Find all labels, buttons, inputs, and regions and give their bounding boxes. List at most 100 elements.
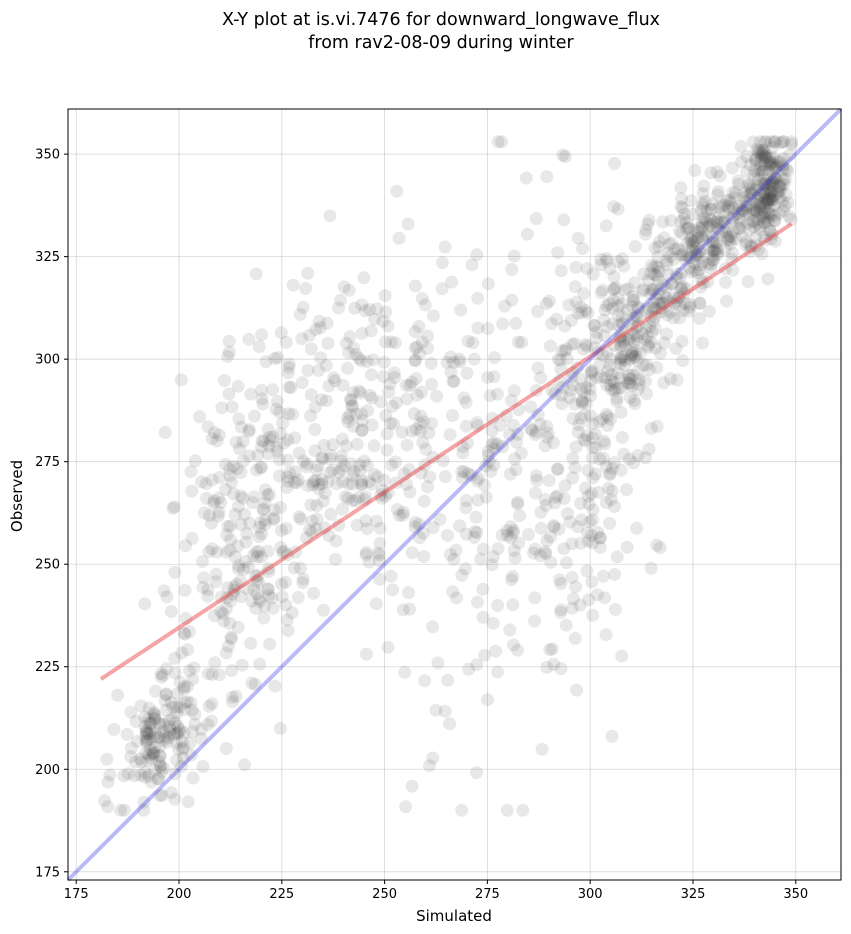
data-point (312, 363, 325, 377)
data-point (741, 275, 755, 289)
data-point (674, 282, 688, 296)
data-point (626, 311, 640, 325)
data-point (496, 317, 510, 331)
data-point (438, 470, 452, 484)
data-point (551, 353, 565, 366)
data-point (316, 494, 330, 508)
data-point (223, 616, 237, 630)
data-point (270, 440, 284, 454)
data-point (360, 355, 374, 369)
data-point (755, 247, 769, 261)
data-point (765, 227, 779, 241)
data-point (720, 294, 734, 308)
data-point (375, 483, 389, 497)
data-point (600, 254, 614, 268)
data-point (481, 277, 495, 291)
data-point (506, 598, 520, 612)
data-point (618, 339, 632, 353)
data-point (768, 171, 782, 185)
y-axis-label: Observed (8, 460, 26, 532)
data-point (360, 458, 374, 472)
data-point (144, 717, 158, 731)
data-point (205, 473, 219, 487)
data-point (584, 365, 598, 379)
data-point (759, 196, 772, 210)
data-point (763, 192, 776, 206)
data-point (761, 194, 775, 208)
data-point (704, 202, 718, 216)
data-point (229, 577, 243, 591)
data-point (577, 408, 591, 422)
data-point (620, 540, 634, 554)
data-point (622, 377, 636, 391)
data-point (582, 593, 596, 607)
data-point (550, 312, 564, 326)
data-point (472, 471, 486, 485)
data-point (529, 469, 543, 483)
data-point (575, 396, 589, 410)
data-point (566, 366, 580, 380)
data-point (314, 351, 328, 365)
data-point (564, 370, 578, 384)
data-point (408, 515, 422, 529)
data-point (773, 179, 787, 193)
data-point (271, 351, 285, 365)
data-point (653, 541, 667, 555)
data-point (593, 357, 607, 371)
data-point (258, 496, 272, 510)
data-point (416, 436, 430, 449)
data-point (280, 613, 294, 627)
data-point (413, 417, 427, 431)
data-point (604, 412, 618, 426)
data-point (779, 188, 793, 202)
data-point (316, 452, 330, 466)
data-point (753, 197, 767, 211)
data-point (485, 424, 499, 438)
chart-title-line-1: X-Y plot at is.vi.7476 for downward_long… (222, 10, 660, 30)
data-point (540, 170, 554, 184)
data-point (574, 411, 588, 425)
data-point (304, 498, 318, 512)
data-point (625, 323, 639, 337)
data-point (627, 335, 641, 349)
data-point (782, 209, 796, 223)
data-point (173, 675, 187, 689)
data-point (286, 278, 300, 292)
data-point (159, 687, 173, 701)
data-point (749, 183, 763, 197)
data-point (269, 402, 283, 416)
data-point (524, 422, 538, 436)
data-point (604, 382, 618, 396)
data-point (702, 241, 715, 255)
data-point (726, 212, 740, 226)
data-point (408, 354, 422, 368)
data-point (664, 276, 678, 290)
data-point (758, 176, 772, 190)
data-point (178, 583, 192, 597)
data-point (377, 370, 390, 383)
data-point (577, 287, 591, 301)
data-point (600, 320, 614, 334)
data-point (128, 769, 141, 783)
data-point (725, 211, 739, 225)
data-point (595, 412, 609, 426)
data-point (705, 197, 719, 211)
data-point (630, 521, 644, 535)
data-point (184, 465, 198, 478)
data-point (257, 434, 271, 448)
data-point (696, 336, 709, 350)
data-point (212, 505, 226, 519)
data-point (764, 157, 778, 171)
y-tick-label: 325 (35, 250, 60, 265)
data-point (156, 668, 170, 682)
data-point (527, 546, 540, 560)
data-point (776, 152, 790, 165)
data-point (304, 342, 318, 356)
data-point (415, 292, 429, 306)
data-point (653, 297, 667, 310)
data-point (219, 742, 233, 756)
data-point (581, 526, 594, 540)
data-point (262, 565, 276, 579)
data-point (588, 427, 602, 441)
data-point (244, 636, 258, 650)
